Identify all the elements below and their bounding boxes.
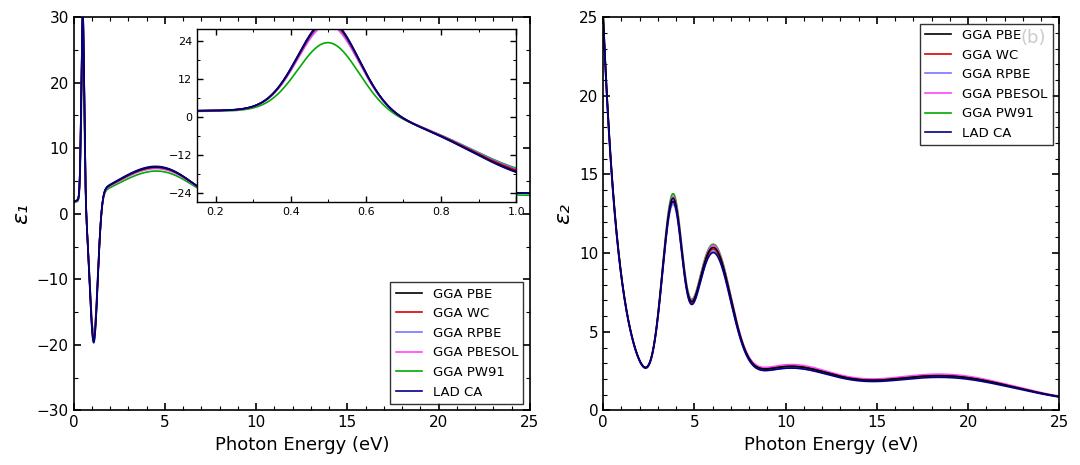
Text: (b): (b) bbox=[1021, 29, 1045, 47]
Text: (a): (a) bbox=[491, 29, 516, 47]
X-axis label: Photon Energy (eV): Photon Energy (eV) bbox=[215, 436, 389, 454]
Legend: GGA PBE, GGA WC, GGA RPBE, GGA PBESOL, GGA PW91, LAD CA: GGA PBE, GGA WC, GGA RPBE, GGA PBESOL, G… bbox=[920, 24, 1053, 145]
X-axis label: Photon Energy (eV): Photon Energy (eV) bbox=[744, 436, 918, 454]
Y-axis label: ε₂: ε₂ bbox=[553, 203, 573, 224]
Y-axis label: ε₁: ε₁ bbox=[11, 203, 31, 224]
Legend: GGA PBE, GGA WC, GGA RPBE, GGA PBESOL, GGA PW91, LAD CA: GGA PBE, GGA WC, GGA RPBE, GGA PBESOL, G… bbox=[390, 282, 524, 404]
